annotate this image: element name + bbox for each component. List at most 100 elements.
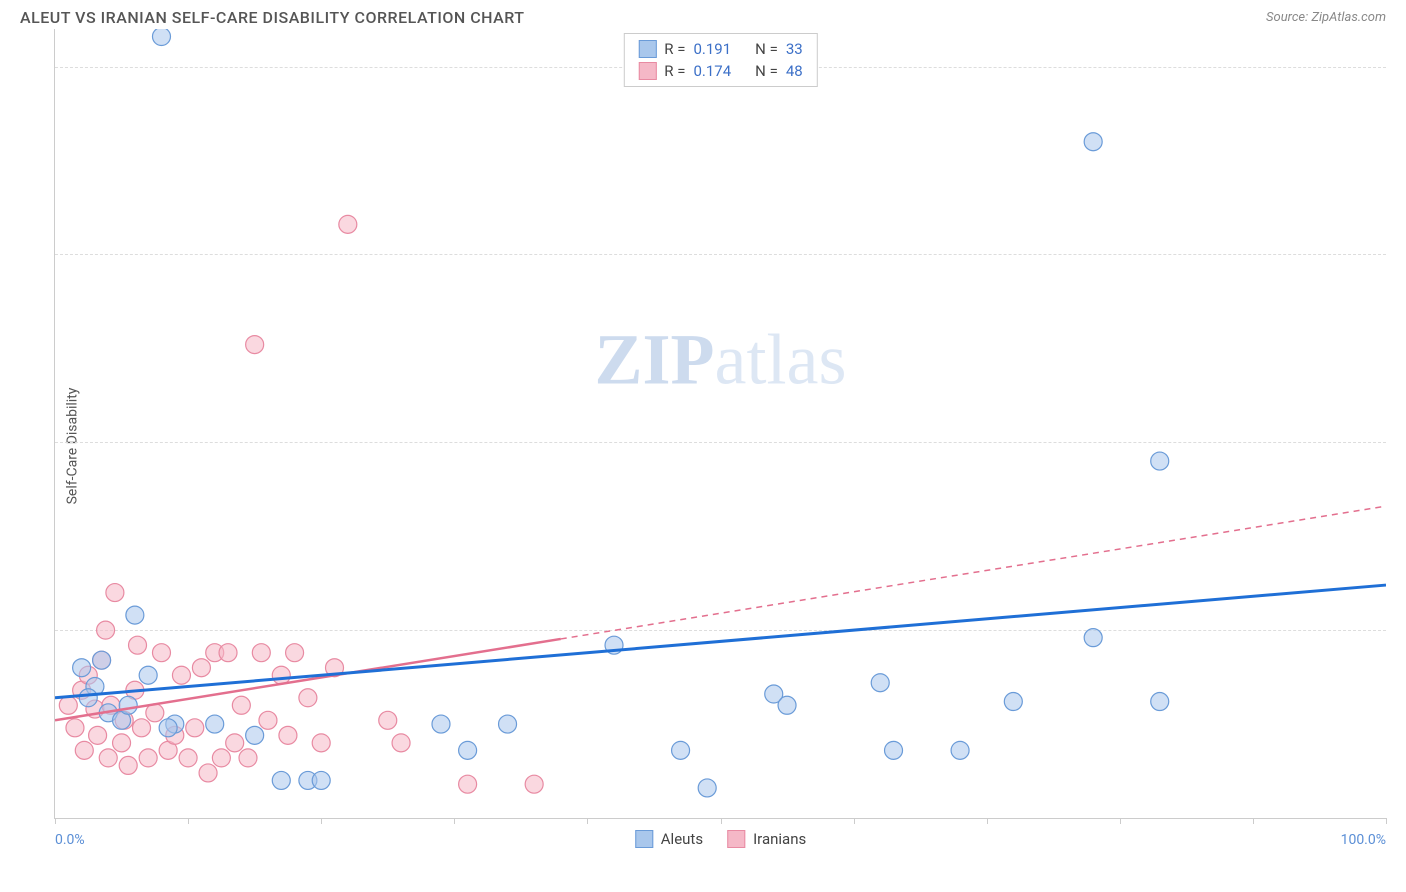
plot-svg xyxy=(55,29,1386,818)
legend-row-aleuts: R = 0.191 N = 33 xyxy=(638,38,802,60)
source-name: ZipAtlas.com xyxy=(1311,10,1386,25)
r-value: 0.191 xyxy=(693,40,731,58)
iranians-point xyxy=(525,775,543,793)
aleuts-point xyxy=(159,719,177,737)
aleuts-point xyxy=(951,741,969,759)
aleuts-point xyxy=(246,726,264,744)
xtick xyxy=(721,818,722,824)
aleuts-point xyxy=(1084,133,1102,151)
n-label: N = xyxy=(755,62,778,80)
iranians-point xyxy=(259,711,277,729)
iranians-swatch-icon xyxy=(727,830,745,848)
iranians-point xyxy=(239,749,257,767)
iranians-point xyxy=(186,719,204,737)
aleuts-point xyxy=(206,715,224,733)
iranians-point xyxy=(379,711,397,729)
legend-label: Iranians xyxy=(753,830,806,848)
iranians-point xyxy=(66,719,84,737)
aleuts-point xyxy=(432,715,450,733)
iranians-point xyxy=(246,336,264,354)
xtick xyxy=(188,818,189,824)
header: ALEUT VS IRANIAN SELF-CARE DISABILITY CO… xyxy=(0,0,1406,29)
iranians-point xyxy=(106,584,124,602)
aleuts-point xyxy=(698,779,716,797)
r-label: R = xyxy=(664,40,685,58)
aleuts-point xyxy=(312,771,330,789)
aleuts-point xyxy=(885,741,903,759)
aleuts-swatch-icon xyxy=(638,40,656,58)
iranians-point xyxy=(252,644,270,662)
source-attribution: Source: ZipAtlas.com xyxy=(1266,10,1386,25)
n-value: 48 xyxy=(786,62,803,80)
iranians-point xyxy=(212,749,230,767)
aleuts-point xyxy=(778,696,796,714)
aleuts-point xyxy=(126,606,144,624)
aleuts-trendline-solid xyxy=(55,585,1386,698)
xtick-label: 100.0% xyxy=(1341,832,1386,848)
iranians-point xyxy=(199,764,217,782)
r-value: 0.174 xyxy=(693,62,731,80)
xtick xyxy=(321,818,322,824)
iranians-point xyxy=(226,734,244,752)
n-label: N = xyxy=(755,40,778,58)
iranians-point xyxy=(312,734,330,752)
iranians-point xyxy=(279,726,297,744)
xtick xyxy=(454,818,455,824)
n-value: 33 xyxy=(786,40,803,58)
aleuts-point xyxy=(119,696,137,714)
iranians-point xyxy=(139,749,157,767)
xtick xyxy=(854,818,855,824)
aleuts-point xyxy=(272,771,290,789)
aleuts-swatch-icon xyxy=(635,830,653,848)
aleuts-point xyxy=(73,659,91,677)
aleuts-point xyxy=(1151,693,1169,711)
aleuts-point xyxy=(139,666,157,684)
aleuts-point xyxy=(459,741,477,759)
ytick-label: 10.0% xyxy=(1398,434,1406,450)
xtick xyxy=(1386,818,1387,824)
iranians-point xyxy=(286,644,304,662)
ytick-label: 20.0% xyxy=(1398,59,1406,75)
iranians-point xyxy=(119,756,137,774)
chart-title: ALEUT VS IRANIAN SELF-CARE DISABILITY CO… xyxy=(20,8,525,27)
iranians-swatch-icon xyxy=(638,62,656,80)
iranians-point xyxy=(113,734,131,752)
aleuts-point xyxy=(93,651,111,669)
aleuts-point xyxy=(79,689,97,707)
iranians-point xyxy=(133,719,151,737)
iranians-point xyxy=(179,749,197,767)
iranians-point xyxy=(129,636,147,654)
aleuts-point xyxy=(499,715,517,733)
source-prefix: Source: xyxy=(1266,10,1311,25)
aleuts-point xyxy=(871,674,889,692)
iranians-point xyxy=(299,689,317,707)
iranians-point xyxy=(392,734,410,752)
xtick xyxy=(587,818,588,824)
aleuts-point xyxy=(1004,693,1022,711)
stats-legend-box: R = 0.191 N = 33 R = 0.174 N = 48 xyxy=(623,33,817,87)
xtick-label: 0.0% xyxy=(55,832,85,848)
aleuts-point xyxy=(1151,452,1169,470)
xtick xyxy=(55,818,56,824)
aleuts-point xyxy=(1084,629,1102,647)
legend-item-iranians: Iranians xyxy=(727,830,806,848)
legend-item-aleuts: Aleuts xyxy=(635,830,703,848)
series-legend: Aleuts Iranians xyxy=(635,830,806,848)
iranians-point xyxy=(339,215,357,233)
iranians-point xyxy=(59,696,77,714)
iranians-point xyxy=(459,775,477,793)
iranians-point xyxy=(97,621,115,639)
legend-row-iranians: R = 0.174 N = 48 xyxy=(638,60,802,82)
xtick xyxy=(987,818,988,824)
iranians-point xyxy=(89,726,107,744)
iranians-point xyxy=(232,696,250,714)
aleuts-point xyxy=(152,29,170,46)
iranians-point xyxy=(75,741,93,759)
aleuts-point xyxy=(672,741,690,759)
scatter-chart: ZIPatlas R = 0.191 N = 33 R = 0.174 N = … xyxy=(54,29,1386,819)
iranians-point xyxy=(99,749,117,767)
iranians-point xyxy=(172,666,190,684)
iranians-point xyxy=(272,666,290,684)
xtick xyxy=(1253,818,1254,824)
iranians-point xyxy=(192,659,210,677)
